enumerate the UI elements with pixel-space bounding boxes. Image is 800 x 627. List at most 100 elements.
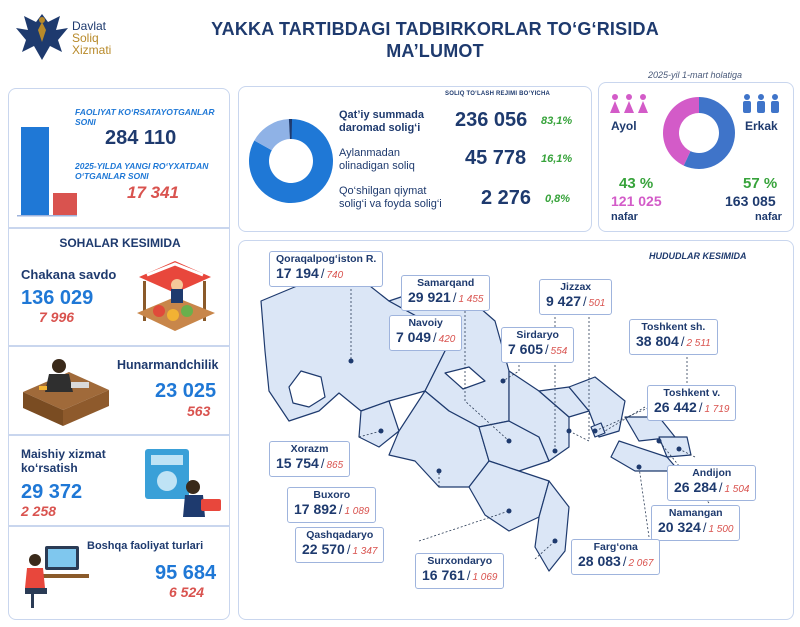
- region-total: 7 605: [508, 341, 544, 357]
- sector-maishiy-xizmat: Maishiy xizmat ko‘rsatish 29 372 2 258: [9, 435, 231, 525]
- region-name: Namangan: [668, 507, 723, 519]
- region-new: 1 719: [704, 404, 730, 415]
- active-value: 284 110: [105, 127, 177, 149]
- sector-total: 23 025: [155, 380, 217, 402]
- region-new: 1 504: [724, 484, 750, 495]
- female-figures-icon: [610, 94, 648, 113]
- region-total: 26 442: [654, 399, 697, 415]
- region-label-namangan: Namangan 20 324/1 500: [651, 505, 741, 541]
- tax-regime-heading: SOLIQ TO‘LASH REJIMI BO‘YICHA: [445, 91, 551, 97]
- tax-regime-panel: SOLIQ TO‘LASH REJIMI BO‘YICHA Qat’iy sum…: [238, 86, 592, 232]
- tax-row-label: Qo‘shilgan qiymat solig‘i va foyda solig…: [339, 185, 442, 211]
- male-unit: nafar: [755, 211, 782, 223]
- region-name: Andijon: [692, 467, 732, 479]
- page-title-line-1: YAKKA TARTIBDAGI TADBIRKORLAR TO‘G‘RISID…: [211, 19, 659, 39]
- region-name: Toshkent v.: [663, 387, 721, 399]
- tax-row-value: 45 778: [465, 147, 527, 169]
- craftsman-icon: [23, 359, 109, 426]
- region-total: 17 194: [276, 265, 319, 281]
- region-label-toshkent-sh: Toshkent sh. 38 804/2 511: [629, 319, 718, 355]
- region-new: 865: [326, 460, 344, 471]
- region-name: Jizzax: [560, 281, 592, 293]
- region-total: 16 761: [422, 567, 465, 583]
- sector-new: 7 996: [39, 309, 75, 325]
- region-name: Farg‘ona: [593, 541, 638, 553]
- sector-name-line-1: Maishiy xizmat: [21, 447, 106, 461]
- tax-row-label-line-1: Aylanmadan: [339, 147, 400, 159]
- gender-panel: Ayol Erkak 43 % 57 % 121 025 163 085 naf…: [598, 82, 794, 232]
- tax-regime-donut-chart: [249, 119, 333, 203]
- sector-boshqa-faoliyat: Boshqa faoliyat turlari 95 684 6 524: [9, 526, 231, 620]
- region-label-andijon: Andijon 26 284/1 504: [667, 465, 757, 501]
- active-count-bar: [21, 127, 49, 215]
- region-label-sirdaryo: Sirdaryo 7 605/554: [501, 327, 575, 363]
- male-percent: 57 %: [743, 175, 778, 192]
- region-name: Sirdaryo: [516, 329, 559, 341]
- tax-row-percent: 16,1%: [541, 153, 573, 165]
- region-label-jizzax: Jizzax 9 427/501: [539, 279, 613, 315]
- sector-name: Boshqa faoliyat turlari: [87, 540, 204, 552]
- market-stall-icon: [137, 261, 215, 331]
- sector-name-line-2: ko‘rsatish: [21, 461, 78, 475]
- tax-row-label: Qat’iy summada daromad solig‘i: [339, 109, 424, 135]
- gender-donut-chart: [663, 97, 735, 169]
- logo-line-3: Xizmati: [72, 43, 112, 57]
- region-label-navoiy: Navoiy 7 049/420: [389, 315, 463, 351]
- region-name: Xorazm: [290, 443, 329, 455]
- region-total: 29 921: [408, 289, 451, 305]
- left-column-panel: FAOLIYAT KO‘RSATAYOTGANLAR SONI 284 110 …: [8, 88, 230, 620]
- sector-total: 136 029: [21, 287, 94, 309]
- region-label-xorazm: Xorazm 15 754/865: [269, 441, 351, 477]
- region-total: 22 570: [302, 541, 345, 557]
- office-worker-icon: [25, 546, 89, 608]
- summary-section: FAOLIYAT KO‘RSATAYOTGANLAR SONI 284 110 …: [9, 89, 231, 227]
- region-name: Qoraqalpog‘iston R.: [276, 253, 377, 265]
- female-unit: nafar: [611, 211, 638, 223]
- summary-bar-chart: [17, 127, 77, 217]
- sector-name: Chakana savdo: [21, 267, 117, 282]
- female-label: Ayol: [611, 119, 637, 133]
- gender-donut-slice-1: [663, 97, 699, 166]
- regions-map-panel: HUDUDLAR KESIMIDA: [238, 240, 794, 620]
- sector-new: 563: [187, 403, 211, 419]
- sector-new: 6 524: [169, 584, 205, 600]
- sector-name: Maishiy xizmat ko‘rsatish: [21, 447, 106, 475]
- region-label-surxondaryo: Surxondaryo 16 761/1 069: [415, 553, 505, 589]
- date-note: 2025-yil 1-mart holatiga: [647, 70, 743, 80]
- sector-name: Hunarmandchilik: [117, 358, 219, 372]
- region-new: 1 347: [352, 546, 378, 557]
- gender-donut-slice-0: [683, 97, 735, 169]
- region-name: Toshkent sh.: [641, 321, 706, 333]
- tax-row-value: 236 056: [455, 109, 528, 131]
- tax-donut-slice-1: [254, 119, 290, 151]
- tax-row-label: Aylanmadan olinadigan soliq: [339, 147, 415, 173]
- region-new: 501: [588, 298, 606, 309]
- region-label-buxoro: Buxoro 17 892/1 089: [287, 487, 377, 523]
- logo: Davlat Soliq Xizmati: [14, 8, 134, 63]
- tax-row-value: 2 276: [481, 187, 532, 209]
- region-name: Buxoro: [313, 489, 351, 501]
- logo-line-1: Davlat: [72, 19, 107, 33]
- uzbekistan-map: [260, 270, 710, 572]
- logo-line-2: Soliq: [72, 31, 99, 45]
- sector-chakana-savdo: Chakana savdo 136 029 7 996: [9, 253, 231, 345]
- page-title-line-2: MA’LUMOT: [386, 41, 484, 61]
- region-total: 15 754: [276, 455, 319, 471]
- region-total: 7 049: [396, 329, 432, 345]
- region-total: 26 284: [674, 479, 717, 495]
- region-new: 420: [438, 334, 456, 345]
- region-name: Navoiy: [408, 317, 443, 329]
- tax-row-percent: 0,8%: [545, 193, 571, 205]
- tax-row-vat: Qo‘shilgan qiymat solig‘i va foyda solig…: [339, 185, 589, 221]
- tax-row-label-line-2: solig‘i va foyda solig‘i: [339, 198, 442, 210]
- sector-new: 2 258: [21, 503, 57, 519]
- region-label-toshkent-v: Toshkent v. 26 442/1 719: [647, 385, 737, 421]
- regions-heading: HUDUDLAR KESIMIDA: [649, 251, 747, 261]
- tax-row-percent: 83,1%: [541, 115, 573, 127]
- new-value: 17 341: [127, 183, 179, 202]
- region-new: 554: [550, 346, 568, 357]
- eagle-emblem-icon: [16, 14, 68, 60]
- active-label: FAOLIYAT KO‘RSATAYOTGANLAR SONI: [75, 107, 215, 127]
- region-new: 1 500: [708, 524, 734, 535]
- region-total: 28 083: [578, 553, 621, 569]
